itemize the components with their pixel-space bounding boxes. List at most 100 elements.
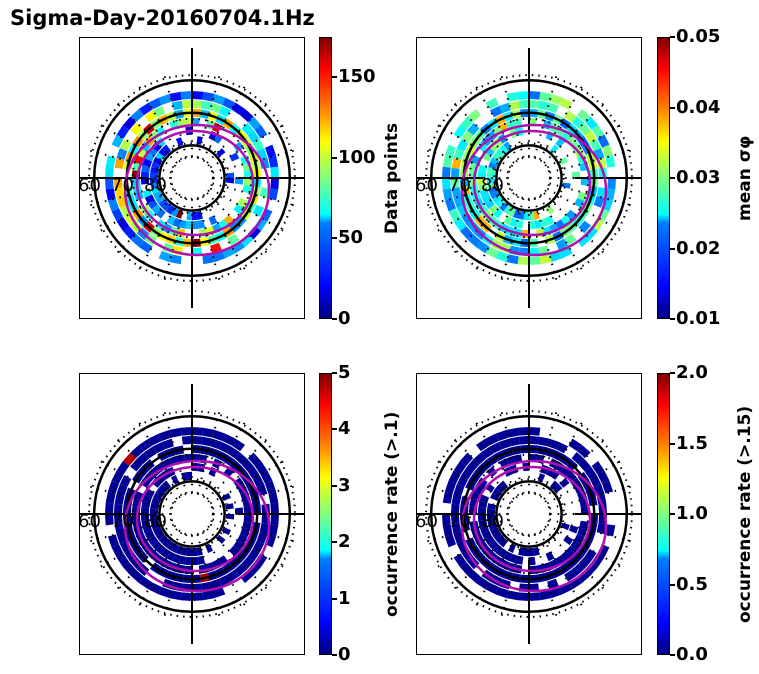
data-bin bbox=[602, 144, 614, 158]
data-bin bbox=[158, 587, 172, 599]
data-bin bbox=[218, 574, 232, 587]
data-bin bbox=[162, 144, 172, 154]
data-bin bbox=[523, 547, 529, 557]
data-bin bbox=[451, 187, 462, 199]
data-bin bbox=[231, 102, 245, 116]
data-bin bbox=[479, 525, 490, 534]
data-bin bbox=[256, 532, 268, 544]
data-bin bbox=[104, 178, 114, 190]
data-bin bbox=[591, 553, 605, 567]
data-bin bbox=[481, 530, 492, 540]
data-bin bbox=[122, 116, 137, 130]
data-bin bbox=[240, 108, 254, 123]
data-bin bbox=[197, 555, 206, 565]
data-bin bbox=[492, 195, 502, 204]
latitude-label: 60 bbox=[417, 175, 438, 196]
data-bin bbox=[149, 466, 161, 478]
data-bin bbox=[233, 477, 245, 488]
colorbar-tick-label: 4 bbox=[338, 418, 351, 440]
data-bin bbox=[114, 493, 125, 505]
colorbar-tick bbox=[332, 428, 337, 431]
data-bin bbox=[130, 444, 144, 459]
colorbar-tick bbox=[332, 318, 337, 320]
data-bin bbox=[529, 99, 540, 109]
grid-dotted-circle bbox=[170, 492, 214, 536]
data-bin bbox=[492, 488, 502, 497]
data-bin bbox=[559, 477, 570, 488]
data-bin bbox=[180, 426, 192, 436]
data-bin bbox=[122, 226, 137, 240]
data-bin bbox=[441, 514, 451, 526]
colorbar-tick bbox=[332, 156, 337, 159]
colorbar-tick bbox=[670, 442, 675, 445]
colorbar-tick bbox=[332, 372, 337, 374]
latitude-circle bbox=[495, 144, 563, 212]
data-bin bbox=[210, 578, 222, 590]
polar-svg: 60 70 80 bbox=[80, 384, 304, 644]
data-bin bbox=[584, 116, 599, 130]
data-bin bbox=[192, 426, 204, 436]
latitude-label: 80 bbox=[144, 175, 167, 196]
latitude-label: 70 bbox=[111, 175, 134, 196]
data-bin bbox=[231, 438, 245, 452]
data-bin bbox=[180, 592, 192, 602]
data-bin bbox=[210, 102, 222, 114]
latitude-label: 70 bbox=[448, 511, 471, 532]
data-bin bbox=[104, 166, 114, 178]
data-bin bbox=[155, 488, 165, 497]
data-bin bbox=[451, 493, 462, 505]
data-bin bbox=[218, 105, 232, 118]
data-bin bbox=[477, 178, 487, 185]
oval-boundary-inner bbox=[472, 129, 592, 237]
data-bin bbox=[533, 211, 540, 220]
data-bin bbox=[104, 502, 114, 514]
data-bin bbox=[488, 161, 498, 170]
data-bin bbox=[506, 590, 519, 601]
data-bin bbox=[140, 178, 150, 185]
data-bin bbox=[444, 480, 456, 494]
grid-dotted-circle bbox=[493, 478, 565, 550]
data-bin bbox=[565, 545, 577, 557]
data-bin bbox=[202, 91, 215, 102]
grid-dotted-circle bbox=[507, 492, 551, 536]
data-bin bbox=[479, 494, 490, 503]
colorbar-tick-label: 0.03 bbox=[676, 167, 721, 188]
grid-dotted-circle bbox=[493, 142, 565, 214]
latitude-label: 70 bbox=[111, 511, 134, 532]
data-bin bbox=[130, 108, 144, 123]
data-bin bbox=[589, 138, 602, 152]
data-bin bbox=[216, 148, 226, 158]
colorbar-tick-label: 0.01 bbox=[676, 308, 721, 329]
data-bin bbox=[529, 211, 535, 221]
data-bin bbox=[518, 435, 529, 445]
data-bin bbox=[254, 125, 268, 139]
data-bin bbox=[169, 254, 182, 265]
data-bin bbox=[529, 90, 541, 100]
data-bin bbox=[186, 471, 192, 481]
data-bin bbox=[114, 187, 125, 199]
data-bin bbox=[152, 191, 163, 200]
data-bin bbox=[240, 569, 254, 584]
data-bin bbox=[584, 562, 599, 576]
data-bin bbox=[147, 535, 158, 546]
data-bin bbox=[517, 90, 529, 100]
data-bin bbox=[268, 491, 279, 504]
data-bin bbox=[142, 525, 153, 534]
data-bin bbox=[486, 130, 498, 142]
data-bin bbox=[456, 138, 469, 152]
data-bin bbox=[270, 514, 280, 526]
data-bin bbox=[453, 461, 467, 475]
data-bin bbox=[270, 178, 280, 190]
latitude-label: 60 bbox=[80, 175, 101, 196]
data-bin bbox=[210, 438, 222, 450]
data-bin bbox=[151, 497, 161, 506]
latitude-circle bbox=[495, 480, 563, 548]
data-bin bbox=[476, 576, 490, 590]
data-bin bbox=[270, 166, 280, 178]
colorbar-label: occurrence rate (>.1) bbox=[382, 411, 402, 617]
data-bin bbox=[518, 547, 525, 556]
data-bin bbox=[560, 214, 572, 226]
data-bin bbox=[442, 155, 453, 168]
data-bin bbox=[140, 507, 150, 514]
data-bin bbox=[192, 220, 199, 230]
